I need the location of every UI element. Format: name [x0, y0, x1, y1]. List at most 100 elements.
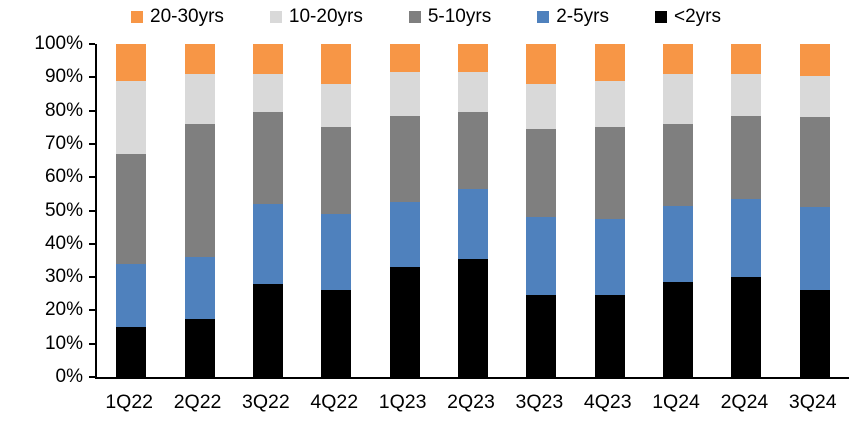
bar-segment-10-20yrs — [457, 72, 488, 113]
bar-segment-20-30yrs — [321, 44, 352, 84]
bar-segment-<2yrs — [731, 277, 762, 377]
bar-slot-2Q23 — [439, 44, 507, 377]
bar-segment-5-10yrs — [594, 127, 625, 219]
y-tick-label: 0% — [55, 366, 83, 387]
bar-1Q24 — [663, 44, 694, 377]
x-tick-label: 1Q24 — [652, 391, 700, 413]
bar-segment-20-30yrs — [799, 44, 830, 76]
bar-segment-2-5yrs — [321, 213, 352, 291]
bar-slot-1Q22 — [97, 44, 165, 377]
x-tick-label: 1Q23 — [378, 391, 427, 413]
bar-segment-2-5yrs — [457, 188, 488, 259]
y-tick-mark — [89, 142, 95, 145]
bar-segment-5-10yrs — [252, 112, 283, 204]
y-tick-label: 70% — [44, 132, 83, 154]
bar-3Q24 — [799, 44, 830, 377]
legend-swatch-icon — [131, 11, 143, 23]
y-tick-mark — [89, 376, 95, 378]
bar-slot-3Q22 — [234, 44, 302, 377]
legend-item: 10-20yrs — [269, 6, 363, 28]
bar-segment-10-20yrs — [663, 74, 694, 124]
bar-segment-10-20yrs — [526, 83, 557, 129]
bar-segment-20-30yrs — [184, 44, 215, 75]
bar-segment-5-10yrs — [184, 123, 215, 258]
bar-segment-10-20yrs — [594, 80, 625, 128]
bar-slot-3Q23 — [507, 44, 575, 377]
y-tick-mark — [89, 209, 95, 212]
legend-swatch-icon — [269, 11, 282, 23]
bar-3Q22 — [252, 44, 283, 377]
y-axis-labels: 100% 90% 80% 70% 60% 50% 40% 30% 20% 10% 0% — [0, 33, 83, 387]
bar-1Q22 — [116, 44, 147, 377]
y-tick-label: 10% — [44, 332, 83, 354]
bar-segment-5-10yrs — [799, 117, 830, 208]
bar-segment-5-10yrs — [457, 112, 488, 189]
bar-segment-20-30yrs — [731, 44, 762, 74]
legend-item: 20-30yrs — [131, 6, 224, 28]
legend-item: 2-5yrs — [537, 6, 609, 28]
x-tick-label: 3Q22 — [242, 391, 290, 413]
y-tick-label: 60% — [44, 166, 83, 188]
y-tick-mark — [89, 176, 95, 179]
bar-segment-20-30yrs — [526, 44, 557, 84]
bar-segment-2-5yrs — [389, 202, 420, 268]
bar-3Q23 — [526, 44, 557, 377]
x-tick-label: 3Q24 — [788, 391, 837, 413]
legend-label: 2-5yrs — [556, 6, 609, 27]
bar-segment-2-5yrs — [594, 218, 625, 296]
bar-segment-20-30yrs — [457, 44, 488, 73]
x-tick-label: 3Q23 — [515, 391, 564, 413]
bar-segment-5-10yrs — [389, 115, 420, 203]
bar-segment-20-30yrs — [594, 44, 625, 81]
bar-segment-2-5yrs — [663, 205, 694, 283]
bar-segment-5-10yrs — [116, 153, 147, 264]
legend-item: 5-10yrs — [408, 6, 492, 28]
y-tick-label: 50% — [44, 199, 83, 221]
bar-segment-10-20yrs — [321, 83, 352, 128]
bar-segment-20-30yrs — [663, 44, 694, 75]
bar-segment-2-5yrs — [252, 203, 283, 284]
x-tick-label: 2Q23 — [447, 391, 495, 413]
bar-segment-2-5yrs — [184, 257, 215, 319]
bar-slot-1Q24 — [644, 44, 712, 377]
bar-segment-<2yrs — [457, 258, 488, 377]
y-tick-label: 80% — [44, 99, 83, 121]
bar-1Q23 — [389, 44, 420, 377]
bar-segment-<2yrs — [184, 318, 215, 377]
x-tick-label: 1Q22 — [105, 391, 154, 413]
x-tick-label: 4Q22 — [310, 391, 359, 413]
legend: 20-30yrs 10-20yrs 5-10yrs 2-5yrs <2yrs — [0, 6, 852, 28]
bar-segment-5-10yrs — [663, 123, 694, 206]
y-tick-label: 100% — [34, 33, 83, 54]
y-tick-label: 30% — [44, 266, 83, 288]
bar-segment-10-20yrs — [731, 73, 762, 116]
bar-slot-2Q24 — [712, 44, 780, 377]
bar-segment-2-5yrs — [116, 263, 147, 328]
y-tick-mark — [89, 109, 95, 112]
legend-swatch-icon — [408, 11, 421, 23]
bar-segment-2-5yrs — [731, 198, 762, 278]
legend-label: 5-10yrs — [427, 6, 492, 27]
bar-segment-<2yrs — [799, 290, 830, 377]
bar-segment-20-30yrs — [252, 44, 283, 75]
x-axis-labels: 1Q22 2Q22 3Q22 4Q22 1Q23 2Q23 3Q23 4Q23 1Q24 2Q24… — [95, 391, 847, 414]
bar-segment-<2yrs — [389, 267, 420, 377]
bar-segment-10-20yrs — [389, 72, 420, 116]
bar-slot-2Q22 — [165, 44, 233, 377]
bar-segment-5-10yrs — [321, 127, 352, 214]
bar-segment-10-20yrs — [184, 74, 215, 124]
y-tick-label: 90% — [44, 66, 83, 88]
y-tick-mark — [89, 76, 95, 79]
bar-segment-5-10yrs — [731, 115, 762, 199]
bar-segment-10-20yrs — [799, 75, 830, 118]
y-tick-mark — [89, 276, 95, 279]
legend-item: <2yrs — [655, 6, 721, 28]
y-tick-label: 40% — [44, 232, 83, 254]
x-tick-label: 4Q23 — [583, 391, 632, 413]
bar-slot-4Q23 — [576, 44, 644, 377]
y-tick-mark — [89, 342, 95, 345]
legend-swatch-icon — [537, 11, 550, 23]
y-tick-label: 20% — [44, 299, 83, 321]
legend-label: <2yrs — [674, 6, 721, 27]
